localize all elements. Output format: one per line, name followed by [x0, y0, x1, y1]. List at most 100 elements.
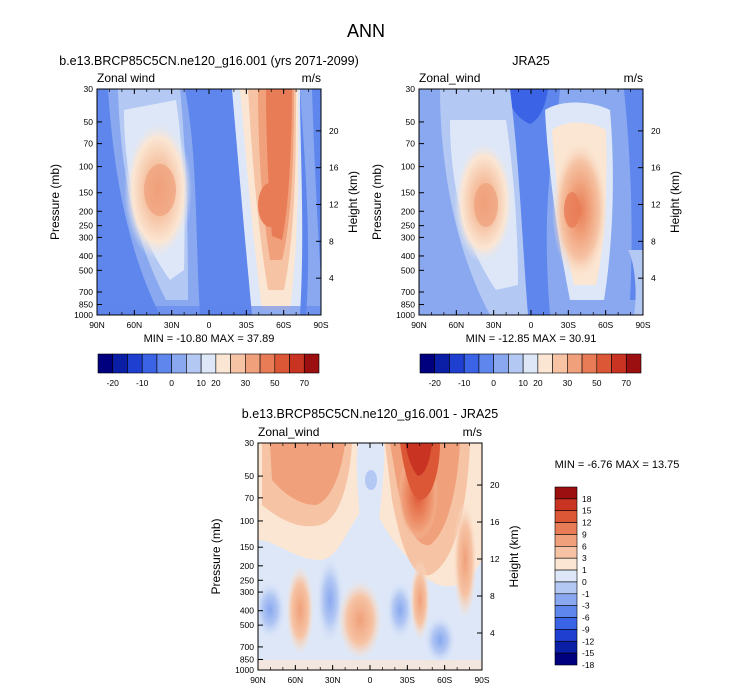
panel-difference-title: b.e13.BRCP85C5CN.ne120_g16.001 - JRA25 — [242, 407, 498, 421]
y-tick-label: 1000 — [396, 310, 415, 320]
x-tick-label: 0 — [207, 320, 212, 330]
colorbar-swatch — [112, 353, 128, 374]
y2-tick-label: 8 — [490, 591, 495, 601]
x-tick-label: 90S — [635, 320, 650, 330]
y-tick-label: 1000 — [74, 310, 93, 320]
y2-axis-title: Height (km) — [668, 171, 682, 233]
colorbar-swatch — [625, 353, 642, 374]
colorbar-swatch — [508, 353, 524, 374]
colorbar-label: 18 — [582, 494, 592, 504]
y-tick-label: 50 — [406, 117, 416, 127]
y-tick-label: 850 — [79, 300, 93, 310]
colorbar-label: 20 — [533, 378, 543, 388]
colorbar-swatch — [303, 353, 320, 374]
x-tick-label: 90S — [313, 320, 328, 330]
y-tick-label: 850 — [401, 300, 415, 310]
colorbar-swatch — [554, 629, 578, 642]
y-tick-label: 400 — [401, 251, 415, 261]
y-tick-label: 400 — [79, 251, 93, 261]
colorbar-swatch — [554, 510, 578, 523]
x-tick-label: 30N — [325, 675, 341, 685]
x-tick-label: 90N — [411, 320, 427, 330]
colorbar-swatch — [554, 569, 578, 583]
x-tick-label: 60S — [276, 320, 291, 330]
y-tick-label: 30 — [245, 438, 255, 448]
x-tick-label: 60S — [598, 320, 613, 330]
colorbar-swatch — [186, 353, 202, 374]
x-tick-label: 30S — [561, 320, 576, 330]
x-tick-label: 30S — [239, 320, 254, 330]
x-tick-label: 60N — [127, 320, 143, 330]
colorbar-swatch — [245, 353, 261, 374]
panel-difference-axes: 90N 60N 30N 0 30S 60S 90S 30 50 70 100 150 200 250 300… — [209, 438, 521, 685]
panel-difference-colorbar: 18 15 129 6 3 1 0 -1 -3 -6-9 -12 -15 -18 — [554, 486, 595, 670]
y-tick-label: 700 — [401, 287, 415, 297]
y2-tick-label: 20 — [329, 126, 339, 136]
colorbar-label: 10 — [518, 378, 528, 388]
colorbar-label: -15 — [582, 648, 595, 658]
colorbar-label: 3 — [582, 553, 587, 563]
y-tick-label: 150 — [401, 188, 415, 198]
y-tick-label: 200 — [401, 206, 415, 216]
panel-reanalysis-title: JRA25 — [512, 54, 550, 68]
y-axis-title: Pressure (mb) — [209, 518, 223, 594]
y2-tick-label: 12 — [490, 554, 500, 564]
colorbar-label: 50 — [270, 378, 280, 388]
panel-model-axes: 90N 60N 30N 0 30S 60S 90S 30 50 70 100 150 200 250300… — [48, 84, 360, 330]
colorbar-swatch — [127, 353, 143, 374]
y-tick-label: 250 — [240, 575, 254, 585]
y2-tick-label: 20 — [651, 126, 661, 136]
y-axis-title: Pressure (mb) — [48, 164, 62, 240]
colorbar-label: -9 — [582, 624, 590, 634]
colorbar-swatch — [274, 353, 290, 374]
colorbar-swatch — [554, 640, 578, 654]
y2-axis-title: Height (km) — [507, 525, 521, 587]
y2-tick-label: 4 — [490, 628, 495, 638]
colorbar-swatch — [522, 353, 539, 374]
colorbar-label: 15 — [582, 506, 592, 516]
y2-tick-label: 16 — [329, 163, 339, 173]
x-tick-label: 60N — [449, 320, 465, 330]
colorbar-swatch — [581, 353, 598, 374]
panel-reanalysis-units-label: m/s — [624, 71, 643, 85]
colorbar-swatch — [463, 353, 480, 374]
panel-model-variable-label: Zonal wind — [97, 71, 155, 85]
colorbar-swatch — [554, 498, 578, 512]
y2-tick-label: 8 — [651, 236, 656, 246]
colorbar-label: -10 — [458, 378, 471, 388]
panel-difference-stats: MIN = -6.76 MAX = 13.75 — [555, 459, 680, 471]
y-tick-label: 500 — [240, 620, 254, 630]
colorbar-swatch — [141, 353, 158, 374]
colorbar-label: 0 — [491, 378, 496, 388]
colorbar-swatch — [449, 353, 465, 374]
panel-difference-units-label: m/s — [463, 425, 482, 439]
y-tick-label: 150 — [79, 188, 93, 198]
colorbar-swatch — [230, 353, 246, 374]
colorbar-swatch — [596, 353, 612, 374]
y-tick-label: 100 — [240, 516, 254, 526]
y-tick-label: 1000 — [235, 665, 254, 675]
panel-reanalysis-variable-label: Zonal_wind — [419, 71, 480, 85]
panel-difference-contour-field — [258, 443, 482, 670]
x-tick-label: 30N — [486, 320, 502, 330]
y-tick-label: 300 — [401, 232, 415, 242]
colorbar-swatch — [554, 486, 578, 500]
colorbar-swatch — [215, 353, 231, 374]
colorbar-label: 1 — [582, 565, 587, 575]
y2-tick-label: 12 — [651, 200, 661, 210]
x-tick-label: 0 — [368, 675, 373, 685]
x-tick-label: 0 — [529, 320, 534, 330]
y-tick-label: 700 — [79, 287, 93, 297]
colorbar-swatch — [554, 522, 578, 535]
x-tick-label: 90S — [474, 675, 489, 685]
panel-reanalysis-axes: 90N 60N 30N 0 30S 60S 90S 30 50 70 100 150 200 250300… — [370, 84, 682, 330]
panel-model-contour-field — [97, 89, 321, 315]
y-tick-label: 400 — [240, 606, 254, 616]
y-tick-label: 150 — [240, 542, 254, 552]
y-tick-label: 100 — [401, 162, 415, 172]
y2-tick-label: 4 — [329, 273, 334, 283]
colorbar-swatch — [156, 353, 172, 374]
colorbar-swatch — [554, 593, 578, 606]
y2-tick-label: 12 — [329, 200, 339, 210]
